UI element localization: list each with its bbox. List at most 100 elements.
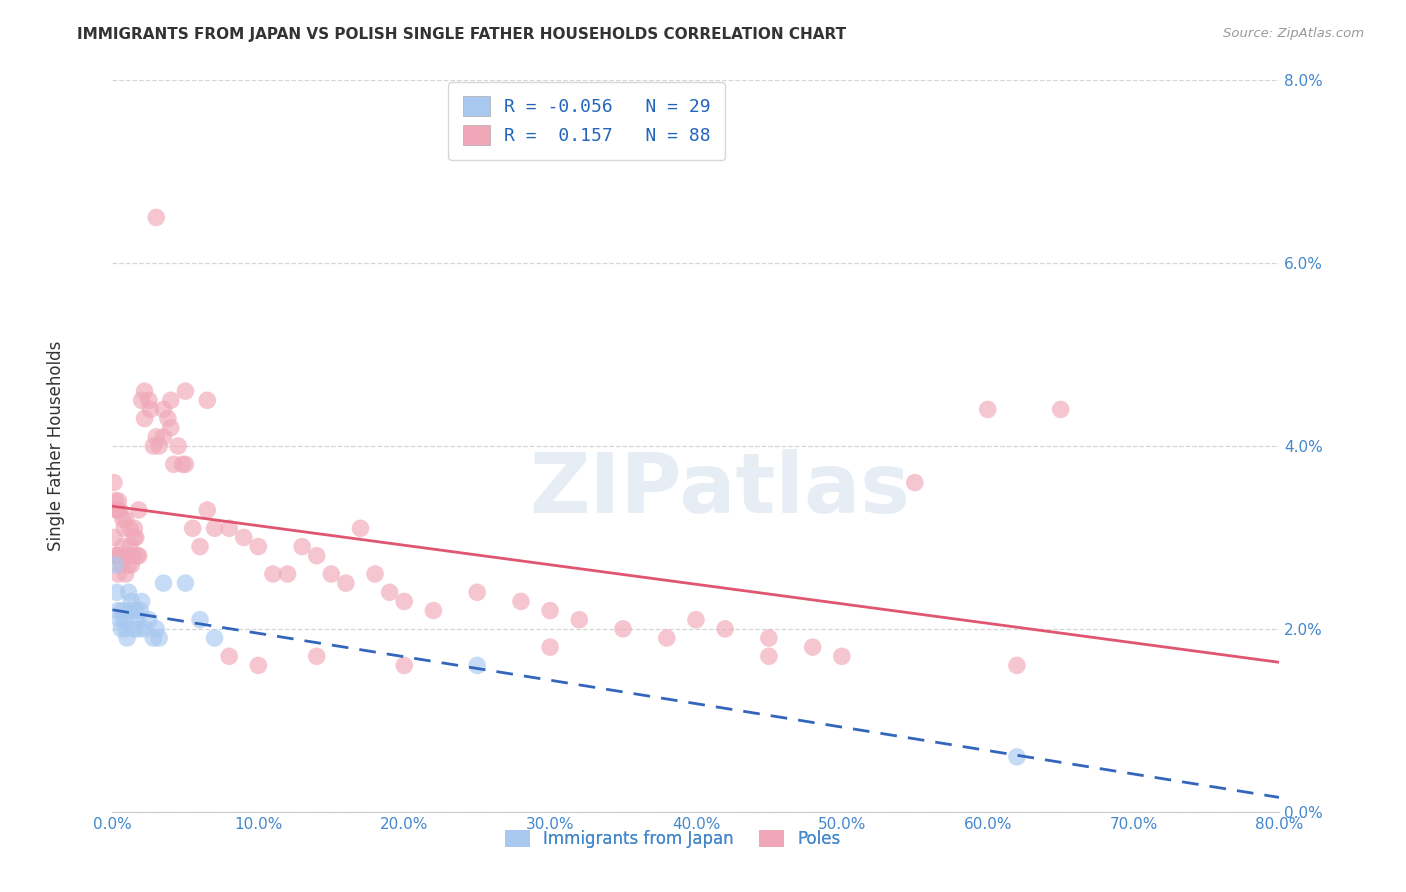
Point — [128, 549, 150, 563]
Point — [104, 558, 127, 572]
Point — [378, 585, 401, 599]
Point — [195, 503, 218, 517]
Point — [125, 530, 148, 544]
Point — [538, 604, 561, 618]
Point — [276, 567, 298, 582]
Point — [131, 594, 153, 608]
Point — [114, 622, 136, 636]
Point — [124, 530, 146, 544]
Point — [111, 512, 134, 526]
Point — [115, 631, 138, 645]
Point — [115, 549, 138, 563]
Point — [128, 503, 150, 517]
Point — [117, 558, 139, 572]
Point — [247, 540, 270, 554]
Point — [232, 530, 254, 544]
Point — [218, 521, 240, 535]
Point — [110, 622, 132, 636]
Point — [422, 604, 444, 618]
Point — [120, 594, 142, 608]
Point — [349, 521, 371, 535]
Point — [103, 530, 125, 544]
Point — [305, 549, 328, 563]
Point — [118, 521, 141, 535]
Point — [105, 503, 128, 517]
Text: IMMIGRANTS FROM JAPAN VS POLISH SINGLE FATHER HOUSEHOLDS CORRELATION CHART: IMMIGRANTS FROM JAPAN VS POLISH SINGLE F… — [77, 27, 846, 42]
Point — [124, 521, 146, 535]
Point — [108, 613, 131, 627]
Point — [152, 430, 174, 444]
Point — [538, 640, 561, 655]
Point — [139, 402, 162, 417]
Point — [111, 540, 134, 554]
Point — [142, 631, 165, 645]
Point — [509, 594, 531, 608]
Point — [112, 521, 135, 535]
Point — [108, 503, 131, 517]
Point — [127, 613, 149, 627]
Point — [134, 384, 156, 399]
Text: Single Father Households: Single Father Households — [48, 341, 65, 551]
Point — [1049, 402, 1071, 417]
Point — [117, 585, 139, 599]
Point — [218, 649, 240, 664]
Point — [714, 622, 737, 636]
Point — [291, 540, 314, 554]
Point — [111, 604, 134, 618]
Point — [160, 421, 183, 435]
Point — [321, 567, 343, 582]
Point — [105, 585, 128, 599]
Point — [105, 503, 128, 517]
Point — [118, 604, 141, 618]
Point — [685, 613, 707, 627]
Point — [1005, 658, 1028, 673]
Point — [128, 622, 150, 636]
Point — [174, 384, 197, 399]
Point — [114, 567, 136, 582]
Point — [114, 512, 136, 526]
Point — [104, 494, 127, 508]
Point — [465, 658, 488, 673]
Point — [174, 576, 197, 591]
Point — [125, 604, 148, 618]
Point — [195, 393, 218, 408]
Point — [107, 604, 129, 618]
Point — [145, 211, 167, 225]
Point — [568, 613, 591, 627]
Point — [112, 613, 135, 627]
Point — [145, 622, 167, 636]
Point — [160, 393, 183, 408]
Point — [758, 631, 780, 645]
Point — [1005, 749, 1028, 764]
Point — [134, 411, 156, 425]
Point — [127, 549, 149, 563]
Point — [145, 430, 167, 444]
Point — [152, 576, 174, 591]
Point — [394, 658, 416, 673]
Point — [612, 622, 634, 636]
Point — [465, 585, 488, 599]
Point — [148, 631, 170, 645]
Point — [262, 567, 284, 582]
Point — [110, 558, 132, 572]
Point — [172, 458, 194, 472]
Point — [138, 393, 160, 408]
Point — [129, 604, 152, 618]
Point — [167, 439, 190, 453]
Point — [138, 613, 160, 627]
Point — [188, 613, 211, 627]
Point — [156, 411, 179, 425]
Point — [976, 402, 998, 417]
Point — [148, 439, 170, 453]
Point — [107, 494, 129, 508]
Point — [163, 458, 186, 472]
Point — [188, 540, 211, 554]
Point — [364, 567, 387, 582]
Point — [305, 649, 328, 664]
Point — [801, 640, 824, 655]
Text: Source: ZipAtlas.com: Source: ZipAtlas.com — [1223, 27, 1364, 40]
Point — [204, 631, 226, 645]
Legend: Immigrants from Japan, Poles: Immigrants from Japan, Poles — [498, 823, 846, 855]
Point — [904, 475, 927, 490]
Point — [120, 558, 142, 572]
